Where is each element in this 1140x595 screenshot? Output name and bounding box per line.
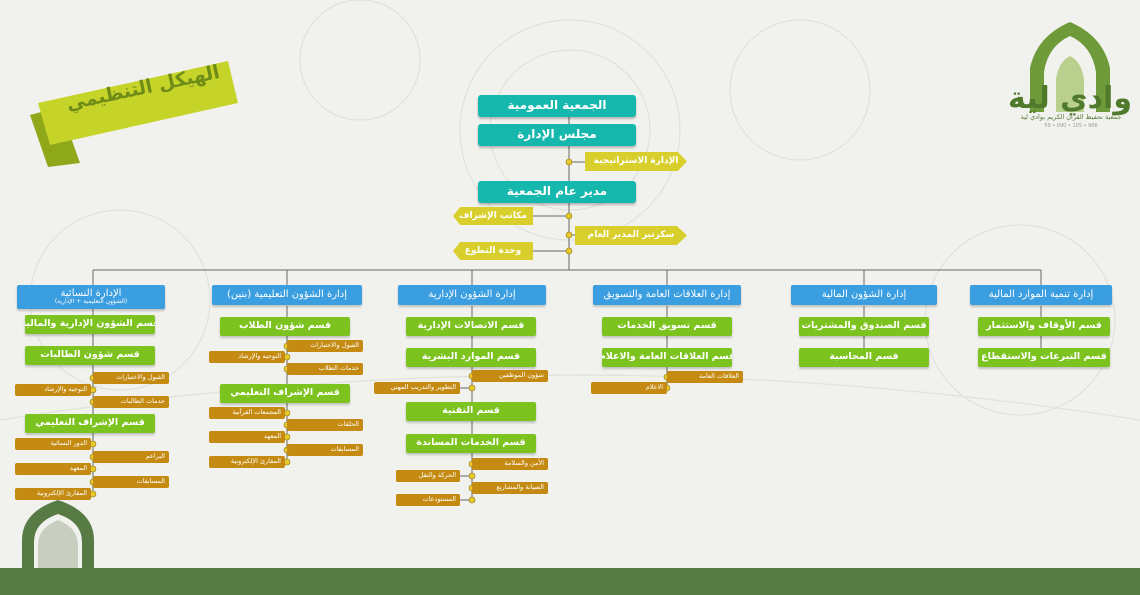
edu-supervision-section: قسم الإشراف التعليمي bbox=[220, 384, 350, 403]
dept-pr: إدارة العلاقات العامة والتسويق bbox=[593, 285, 741, 305]
admin-transport-unit: الحركة والنقل bbox=[396, 470, 460, 482]
gm-secretary-tag: سكرتير المدير العام bbox=[575, 226, 687, 245]
women-admission-unit: القبول والاختبارات bbox=[93, 372, 169, 384]
women-students-section: قسم شؤون الطالبات bbox=[25, 346, 155, 365]
women-eread-unit: المقارئ الإلكترونية bbox=[15, 488, 91, 500]
org-name: جمعية تحفيظ القرآن الكريم بوادي لية bbox=[1020, 113, 1122, 121]
edu-circles-unit: الحلقات bbox=[287, 419, 363, 431]
admin-warehouses-unit: المستودعات bbox=[396, 494, 460, 506]
edu-institute-unit: المعهد bbox=[209, 431, 285, 443]
dept-women-sub: (الشؤون التعليمية + الإدارية) bbox=[54, 298, 128, 306]
women-institute-unit: المعهد bbox=[15, 463, 91, 475]
supervision-offices-tag: مكاتب الإشراف bbox=[453, 207, 533, 225]
edu-competitions-unit: المسابقات bbox=[287, 444, 363, 456]
dept-resources: إدارة تنمية الموارد المالية bbox=[970, 285, 1112, 305]
strategy-tag: الإدارة الاستراتيجية bbox=[585, 152, 687, 171]
pr-media-unit: الاعلام bbox=[591, 382, 667, 394]
logo-text: وادي لية bbox=[1008, 81, 1132, 116]
org-contact: 966 • 105 • 090 • 59 bbox=[1044, 123, 1098, 129]
admin-staff-affairs-unit: شؤون الموظفين bbox=[472, 370, 548, 382]
edu-eread-unit: المقارئ الإلكترونية bbox=[209, 456, 285, 468]
admin-maintenance-unit: الصيانة والمشاريع bbox=[472, 482, 548, 494]
admin-hr-section: قسم الموارد البشرية bbox=[406, 348, 536, 367]
pr-marketing-section: قسم تسويق الخدمات bbox=[602, 317, 732, 336]
resources-endowments-section: قسم الأوقاف والاستثمار bbox=[978, 317, 1110, 336]
finance-treasury-section: قسم الصندوق والمشتريات bbox=[799, 317, 929, 336]
women-guidance-unit: التوجيه والإرشاد bbox=[15, 384, 91, 396]
admin-tech-section: قسم التقنية bbox=[406, 402, 536, 421]
title-banner bbox=[30, 61, 238, 167]
women-buds-unit: البراعم bbox=[93, 451, 169, 463]
women-supervision-section: قسم الإشراف التعليمي bbox=[25, 414, 155, 433]
women-houses-unit: الدور النسائية bbox=[15, 438, 91, 450]
edu-guidance-unit: التوجيه والإرشاد bbox=[209, 351, 285, 363]
dept-women-name: الإدارة النسائية bbox=[60, 287, 122, 299]
volunteer-unit-tag: وحدة التطوع bbox=[453, 242, 533, 260]
pr-public-relations-unit: العلاقات العامة bbox=[667, 371, 743, 383]
women-services-unit: خدمات الطالبات bbox=[93, 396, 169, 408]
women-admin-finance-section: قسم الشؤون الإدارية والمالية bbox=[25, 315, 155, 334]
dept-admin: إدارة الشؤون الإدارية bbox=[398, 285, 546, 305]
women-competitions-unit: المسابقات bbox=[93, 476, 169, 488]
pr-relations-section: قسم العلاقات العامة والاعلام bbox=[602, 348, 732, 367]
board-box: مجلس الإدارة bbox=[478, 124, 636, 146]
director-box: مدير عام الجمعية bbox=[478, 181, 636, 203]
admin-safety-unit: الأمن والسلامة bbox=[472, 458, 548, 470]
general-assembly-box: الجمعية العمومية bbox=[478, 95, 636, 117]
dept-finance: إدارة الشؤون المالية bbox=[791, 285, 937, 305]
edu-complexes-unit: المجمعات القرآنية bbox=[209, 407, 285, 419]
finance-accounting-section: قسم المحاسبة bbox=[799, 348, 929, 367]
edu-students-section: قسم شؤون الطلاب bbox=[220, 317, 350, 336]
dept-education: إدارة الشؤون التعليمية (بنين) bbox=[212, 285, 362, 305]
admin-training-unit: التطوير والتدريب المهني bbox=[374, 382, 460, 394]
edu-services-unit: خدمات الطلاب bbox=[287, 363, 363, 375]
edu-admission-unit: القبول والاختبارات bbox=[287, 340, 363, 352]
footer-bar bbox=[0, 568, 1140, 595]
dept-women: الإدارة النسائية (الشؤون التعليمية + الإ… bbox=[17, 285, 165, 309]
logo-emblem: وادي لية bbox=[1008, 22, 1132, 116]
admin-support-section: قسم الخدمات المساندة bbox=[406, 434, 536, 453]
admin-communications-section: قسم الاتصالات الإدارية bbox=[406, 317, 536, 336]
resources-donations-section: قسم التبرعات والاستقطاع bbox=[978, 348, 1110, 367]
